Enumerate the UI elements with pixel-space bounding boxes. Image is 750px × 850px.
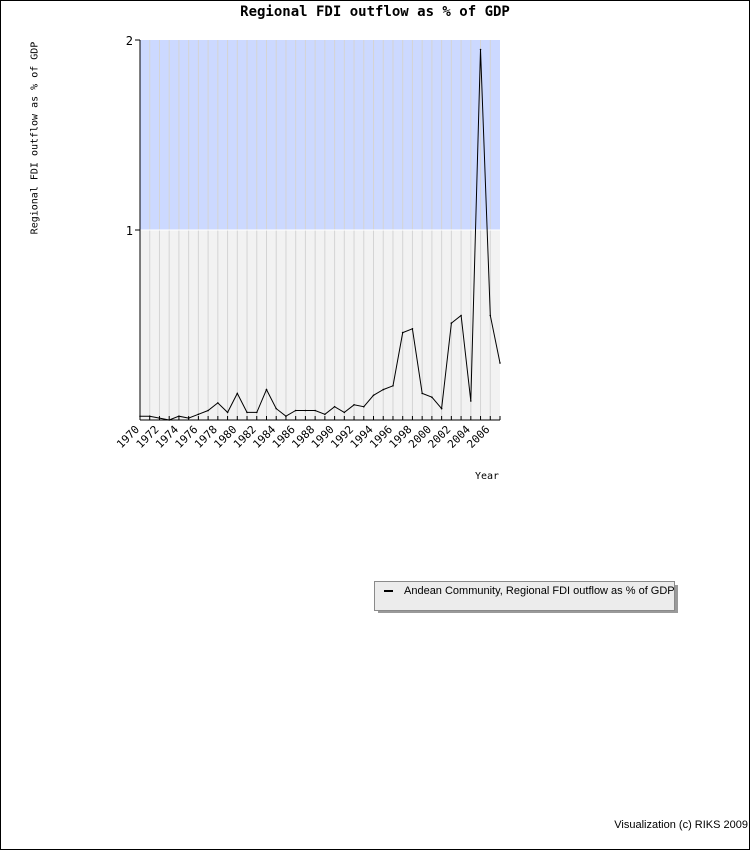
data-point-1998 bbox=[411, 328, 414, 330]
band-0 bbox=[140, 230, 500, 420]
legend-entry: Andean Community, Regional FDI outflow a… bbox=[404, 585, 675, 597]
data-point-1996 bbox=[392, 385, 394, 387]
data-point-1992 bbox=[353, 404, 355, 406]
data-point-1991 bbox=[343, 411, 346, 414]
data-point-2004 bbox=[470, 400, 472, 402]
y-tick-label-2: 2 bbox=[126, 34, 133, 48]
series-line-0 bbox=[140, 49, 501, 421]
data-point-1989 bbox=[324, 413, 326, 416]
data-point-1980 bbox=[236, 392, 239, 395]
data-point-1976 bbox=[197, 413, 200, 416]
data-point-2002 bbox=[450, 322, 453, 324]
data-point-2003 bbox=[460, 314, 462, 317]
data-point-2007 bbox=[499, 362, 501, 364]
data-point-1986 bbox=[294, 409, 297, 412]
data-point-1993 bbox=[362, 405, 365, 408]
data-point-1995 bbox=[382, 388, 385, 391]
x-tick-label-2006: 2006 bbox=[464, 423, 492, 451]
data-point-1982 bbox=[255, 411, 258, 414]
data-point-2006 bbox=[489, 314, 492, 317]
data-point-1973 bbox=[168, 419, 170, 421]
data-point-1981 bbox=[246, 411, 248, 414]
data-point-1990 bbox=[333, 405, 336, 408]
legend: Andean Community, Regional FDI outflow a… bbox=[374, 581, 675, 611]
data-point-1975 bbox=[187, 417, 190, 419]
data-point-1985 bbox=[285, 415, 287, 418]
data-point-1978 bbox=[217, 402, 219, 404]
x-axis-label: Year bbox=[475, 471, 500, 482]
data-point-2005 bbox=[479, 48, 482, 51]
data-point-1970 bbox=[139, 415, 141, 418]
y-tick-label-1: 1 bbox=[126, 224, 133, 238]
legend-swatch bbox=[384, 590, 393, 592]
data-point-1971 bbox=[148, 415, 151, 418]
data-point-1997 bbox=[401, 331, 404, 334]
data-point-1994 bbox=[372, 394, 375, 397]
data-point-2000 bbox=[431, 396, 433, 399]
data-point-1979 bbox=[226, 411, 229, 414]
data-point-2001 bbox=[440, 407, 443, 410]
data-point-1983 bbox=[265, 388, 268, 391]
data-point-1988 bbox=[314, 409, 316, 412]
data-point-1972 bbox=[158, 417, 161, 419]
data-point-1974 bbox=[178, 415, 180, 418]
chart-title: Regional FDI outflow as % of GDP bbox=[240, 4, 510, 20]
data-point-1977 bbox=[207, 409, 209, 412]
data-point-1984 bbox=[275, 407, 278, 410]
footer-credit: Visualization (c) RIKS 2009 bbox=[614, 819, 748, 831]
data-point-1987 bbox=[304, 409, 307, 412]
data-point-1999 bbox=[421, 392, 423, 395]
band-1 bbox=[140, 40, 500, 230]
